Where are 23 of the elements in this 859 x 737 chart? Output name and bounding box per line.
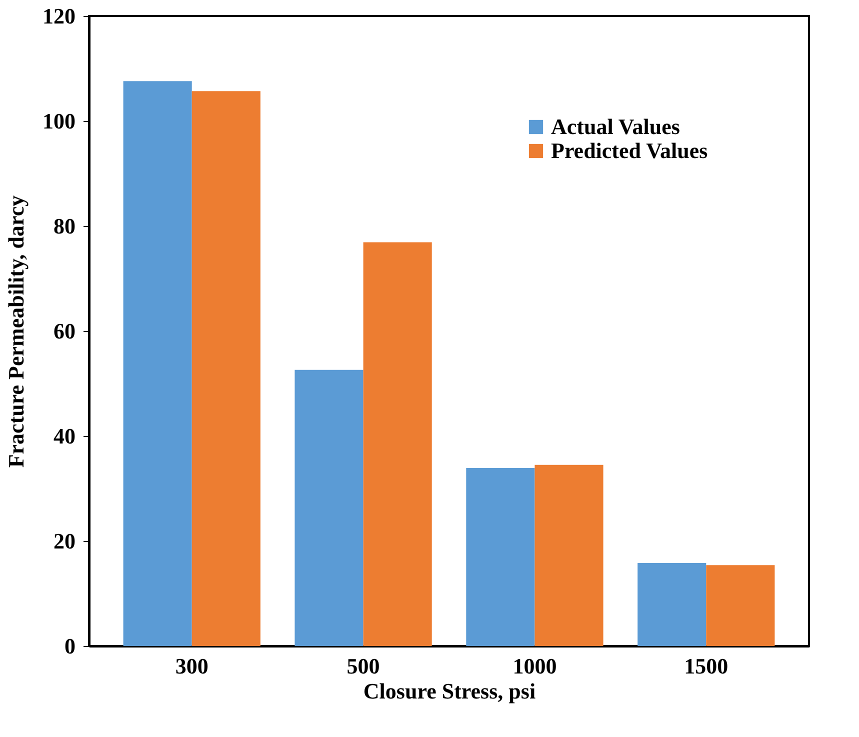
y-tick-label: 60 [54, 318, 76, 344]
bar [192, 91, 260, 646]
bar [466, 468, 535, 646]
legend-label: Actual Values [551, 114, 680, 139]
bar [534, 464, 604, 646]
legend-label: Predicted Values [551, 138, 708, 163]
x-tick-label: 500 [346, 654, 380, 678]
y-tick-label: 20 [54, 528, 76, 554]
x-axis-title: Closure Stress, psi [363, 678, 536, 704]
y-tick-label: 80 [54, 214, 76, 238]
x-tick-label: 1500 [684, 654, 728, 678]
bar [638, 563, 706, 646]
y-axis-title: Fracture Permeability, darcy [4, 195, 28, 468]
bar [294, 370, 364, 646]
bar [363, 242, 432, 646]
bar [123, 81, 192, 646]
bar [706, 565, 775, 646]
y-tick-label: 0 [64, 634, 76, 658]
x-tick-label: 300 [175, 654, 208, 678]
y-tick-label: 120 [42, 4, 76, 28]
y-tick-label: 100 [42, 108, 76, 134]
y-tick-label: 40 [54, 424, 76, 448]
x-tick-label: 1000 [512, 654, 557, 678]
